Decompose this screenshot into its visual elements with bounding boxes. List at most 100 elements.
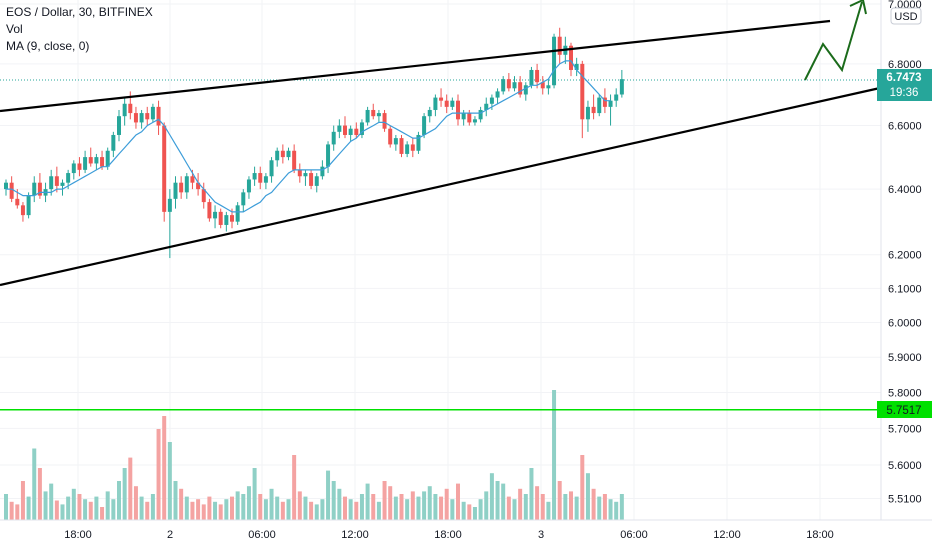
volume-bar xyxy=(546,501,551,520)
volume-layer xyxy=(4,390,624,520)
volume-bar xyxy=(105,491,110,520)
volume-bar xyxy=(602,494,607,520)
volume-bar xyxy=(303,496,308,520)
volume-bar xyxy=(382,481,387,520)
ma-line xyxy=(6,60,611,213)
candle-body xyxy=(275,150,280,161)
x-tick-label: 18:00 xyxy=(434,529,462,541)
x-tick-label: 12:00 xyxy=(713,529,741,541)
x-tick-label: 2 xyxy=(167,529,173,541)
candle-body xyxy=(314,176,319,186)
volume-bar xyxy=(100,507,105,520)
upper-trendline[interactable] xyxy=(0,19,831,113)
candle-body xyxy=(207,202,212,219)
currency-box[interactable] xyxy=(890,7,922,25)
volume-bar xyxy=(331,481,336,520)
candle-body xyxy=(467,113,472,123)
candle-body xyxy=(117,116,121,135)
volume-bar xyxy=(314,504,319,520)
candle-body xyxy=(286,150,291,158)
y-tick-label: 7.0000 xyxy=(888,0,922,11)
volume-bar xyxy=(614,501,619,520)
candle-body xyxy=(49,176,54,190)
volume-bar xyxy=(246,486,251,520)
support-price-label: 5.7517 xyxy=(886,405,921,417)
volume-bar xyxy=(20,481,25,520)
candle-body xyxy=(546,85,551,89)
candle-body xyxy=(399,138,404,154)
candle-body xyxy=(20,205,25,216)
current-price-label: 6.7473 xyxy=(886,72,921,84)
candle-body xyxy=(32,182,37,196)
volume-bar xyxy=(280,501,285,520)
volume-bar xyxy=(337,488,342,520)
candle-body xyxy=(376,113,381,117)
volume-bar xyxy=(569,491,573,520)
volume-bar xyxy=(393,496,398,520)
candle-body xyxy=(489,97,494,104)
candle-body xyxy=(292,150,297,170)
candle-body xyxy=(60,182,65,186)
volume-bar xyxy=(461,501,466,520)
volume-bar xyxy=(506,496,511,520)
volume-bar xyxy=(235,491,240,520)
y-tick-label: 5.5100 xyxy=(888,493,922,505)
ma-indicator-label[interactable]: MA (9, close, 0) xyxy=(6,39,90,53)
volume-bar xyxy=(117,481,121,520)
volume-bar xyxy=(416,496,421,520)
candle-body xyxy=(472,119,477,123)
candle-body xyxy=(495,91,500,98)
candle-body xyxy=(597,97,602,114)
candle-body xyxy=(591,106,596,114)
volume-bar xyxy=(535,486,540,520)
volume-bar xyxy=(43,491,48,520)
volume-bar xyxy=(343,496,347,520)
projection-arrow-path[interactable] xyxy=(804,1,863,81)
currency-label: USD xyxy=(894,11,917,23)
volume-bar xyxy=(4,494,8,520)
candle-body xyxy=(580,63,585,120)
candle-body xyxy=(9,182,14,199)
volume-bar xyxy=(297,491,302,520)
volume-bar xyxy=(574,496,579,520)
volume-bar xyxy=(427,486,432,520)
grid-layer xyxy=(0,0,881,520)
candle-body xyxy=(105,150,110,167)
lower-trendline[interactable] xyxy=(0,86,881,287)
y-tick-label: 5.9000 xyxy=(888,352,922,364)
volume-bar xyxy=(263,499,268,520)
time-axis[interactable]: 18:00 2 06:00 12:00 18:00 3 06:00 12:00 18:00 xyxy=(0,519,932,541)
candle-body xyxy=(585,106,590,120)
candle-body xyxy=(94,157,99,164)
y-tick-label: 5.6000 xyxy=(888,460,922,472)
volume-bar xyxy=(94,496,99,520)
volume-bar xyxy=(15,504,20,520)
candle-body xyxy=(263,176,268,183)
candle-body xyxy=(405,144,410,154)
candle-body xyxy=(439,97,444,101)
volume-bar xyxy=(213,501,218,520)
candle-body xyxy=(190,176,195,183)
candle-body xyxy=(433,97,438,110)
volume-bar xyxy=(439,496,444,520)
volume-bar xyxy=(529,468,534,520)
candle-body xyxy=(478,109,483,120)
price-axis[interactable]: 5.5100 5.6000 5.7000 5.8000 5.9000 6.0000 6.10… xyxy=(877,0,932,520)
candle-body xyxy=(331,131,336,145)
volume-indicator-label[interactable]: Vol xyxy=(6,22,23,36)
volume-bar xyxy=(179,488,184,520)
symbol-title[interactable]: EOS / Dollar, 30, BITFINEX xyxy=(6,5,153,19)
candle-body xyxy=(382,113,387,129)
volume-bar xyxy=(540,494,545,520)
volume-bar xyxy=(410,491,415,520)
candle-body xyxy=(518,82,523,95)
candle-body xyxy=(280,150,285,158)
volume-bar xyxy=(348,499,353,520)
candle-body xyxy=(258,173,263,183)
volume-bar xyxy=(26,496,31,520)
volume-bar xyxy=(484,491,489,520)
candle-body xyxy=(54,176,59,186)
support-price-tag xyxy=(877,401,932,418)
volume-bar xyxy=(167,442,172,520)
